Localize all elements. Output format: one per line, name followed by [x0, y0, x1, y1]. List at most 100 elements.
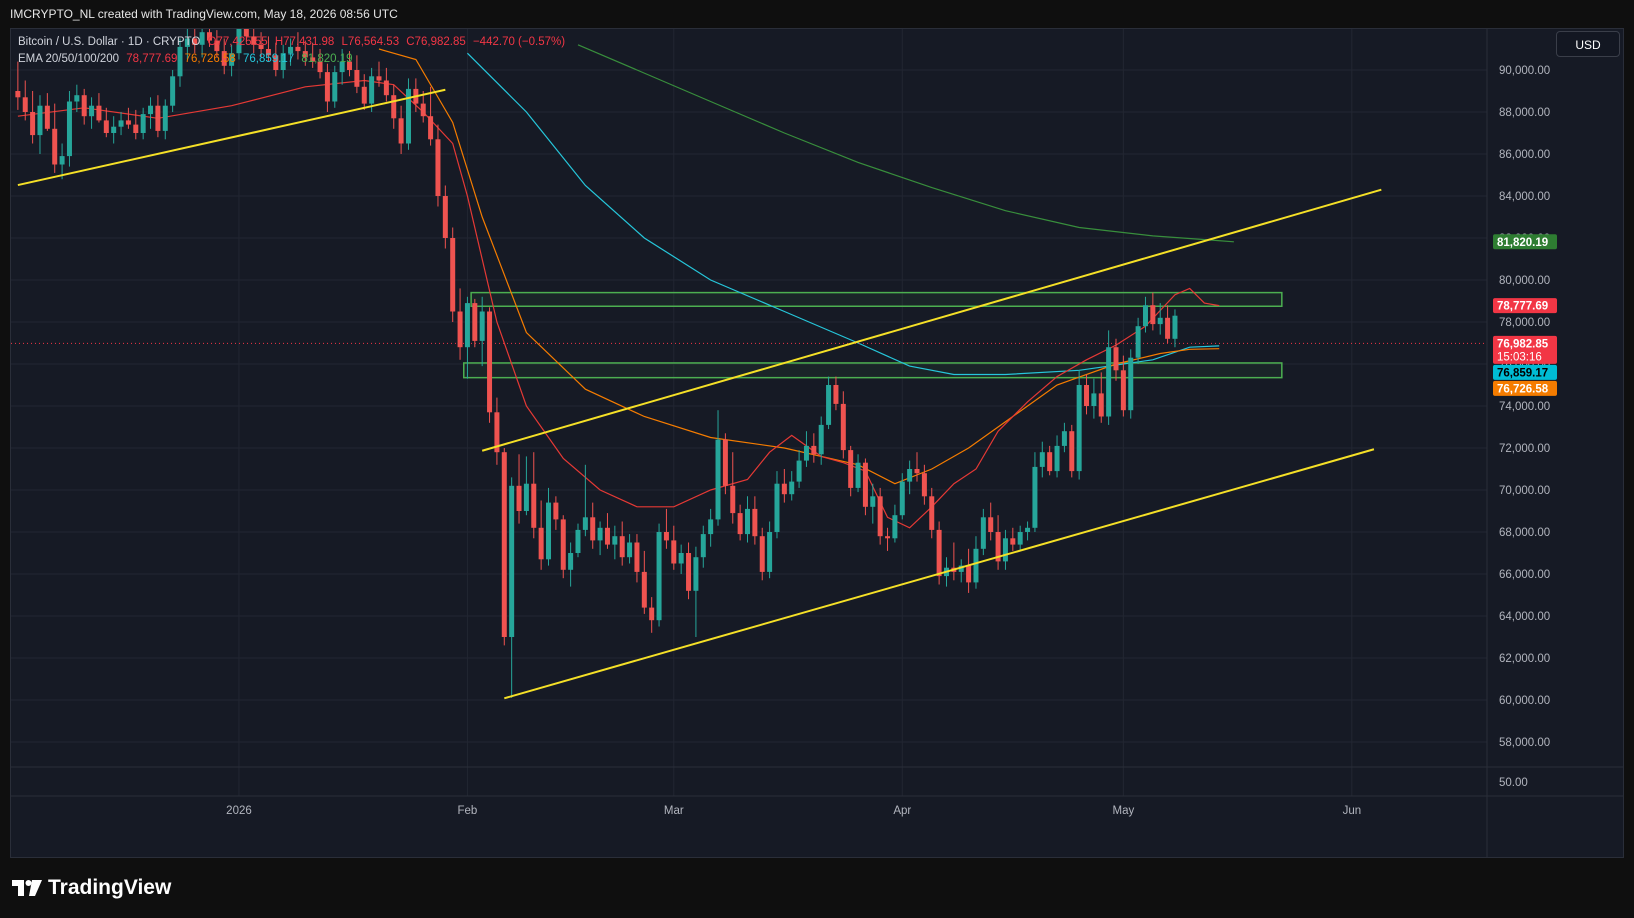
candle-body	[457, 311, 463, 348]
candle-body	[22, 97, 28, 112]
candle-body	[199, 32, 205, 45]
candle-body	[678, 553, 684, 564]
price-tick-label: 70,000.00	[1499, 485, 1550, 497]
candle-body	[885, 536, 891, 539]
price-label-text-ema200: 81,820.19	[1497, 237, 1548, 249]
candle-body	[767, 532, 773, 572]
candle-body	[995, 532, 1001, 562]
candle-body	[663, 532, 669, 541]
ema-line-2	[466, 52, 1220, 376]
price-label-text-last: 76,982.85	[1497, 338, 1549, 350]
candle-body	[1135, 326, 1141, 358]
candle-body	[980, 517, 986, 549]
candle-body	[803, 445, 809, 461]
candle-body	[892, 515, 898, 539]
candle-body	[450, 238, 456, 312]
candle-body	[855, 462, 861, 488]
time-tick-label: Apr	[893, 805, 911, 817]
candle-body	[361, 86, 367, 104]
candle-body	[332, 72, 338, 102]
candle-body	[148, 105, 154, 115]
legend-ema20: 78,777.69	[126, 53, 178, 65]
candle-body	[442, 196, 448, 238]
time-tick-label: May	[1113, 805, 1135, 817]
candle-body	[37, 105, 43, 136]
candle-body	[899, 481, 905, 516]
candle-body	[1032, 466, 1038, 528]
candle-body	[848, 450, 854, 488]
candle-body	[177, 46, 183, 77]
candle-body	[369, 76, 375, 104]
candle-body	[44, 105, 50, 129]
tradingview-brand: TradingView	[48, 876, 172, 899]
candle-body	[295, 46, 301, 52]
candle-body	[538, 527, 544, 560]
price-label-text-ema100: 76,859.17	[1497, 367, 1548, 379]
candle-body	[973, 548, 979, 583]
candle-body	[936, 529, 942, 577]
time-tick-label: Feb	[458, 805, 478, 817]
price-label-text-ema20: 78,777.69	[1497, 301, 1548, 313]
candle-body	[66, 101, 72, 157]
legend-symbol[interactable]: Bitcoin / U.S. Dollar · 1D · CRYPTO	[18, 36, 201, 48]
candle-body	[826, 385, 832, 425]
candle-body	[914, 469, 920, 474]
price-chart[interactable]: 90,000.0088,000.0086,000.0084,000.0082,0…	[11, 29, 1623, 857]
candle-body	[1142, 305, 1148, 327]
candle-body	[1025, 527, 1031, 532]
candle-body	[641, 571, 647, 608]
time-tick-label: 2026	[226, 805, 252, 817]
candle-body	[634, 542, 640, 572]
price-tick-label: 86,000.00	[1499, 149, 1550, 161]
candle-body	[170, 76, 176, 106]
price-tick-label: 66,000.00	[1499, 569, 1550, 581]
candle-body	[737, 513, 743, 535]
candle-body	[192, 38, 198, 45]
candle-body	[686, 553, 692, 591]
candle-body	[243, 29, 249, 37]
candle-body	[1017, 532, 1023, 545]
ema-line-4	[17, 79, 1220, 529]
price-label-text-ema50: 76,726.58	[1497, 383, 1549, 395]
candle-body	[162, 105, 168, 131]
candle-body	[1002, 538, 1008, 562]
candle-body	[96, 105, 102, 121]
grid-lines	[11, 29, 1487, 796]
chart-legend: Bitcoin / U.S. Dollar · 1D · CRYPTO O77,…	[18, 34, 569, 68]
candle-body	[671, 540, 677, 564]
price-label-ema50	[1493, 380, 1557, 396]
candle-body	[907, 469, 913, 482]
candle-body	[988, 517, 994, 532]
candle-body	[1076, 385, 1082, 472]
legend-ema200: 81,820.19	[301, 53, 353, 65]
currency-button[interactable]: USD	[1556, 31, 1620, 57]
candle-body	[273, 55, 279, 70]
candle-body	[1010, 538, 1016, 545]
legend-ema-label[interactable]: EMA 20/50/100/200	[18, 53, 120, 65]
candle-body	[509, 485, 515, 637]
candle-body	[30, 112, 36, 136]
ema-line-1	[577, 44, 1234, 243]
price-tick-label: 68,000.00	[1499, 527, 1550, 539]
legend-change: −442.70 (−0.57%)	[472, 36, 566, 48]
candle-body	[133, 124, 139, 133]
candle-body	[1061, 431, 1067, 446]
time-axis: 2026 Feb Mar Apr May Jun	[226, 805, 1361, 817]
candle-body	[15, 91, 21, 98]
candle-body	[81, 95, 87, 117]
candle-body	[398, 118, 404, 144]
lower-pane-tick-label: 50.00	[1499, 777, 1528, 789]
chart-frame[interactable]: 90,000.0088,000.0086,000.0084,000.0082,0…	[10, 28, 1624, 858]
candle-body	[302, 51, 308, 58]
candle-body	[103, 120, 109, 133]
candle-body	[221, 51, 227, 66]
candle-body	[125, 120, 131, 125]
chart-background	[11, 29, 1623, 857]
candle-body	[759, 536, 765, 572]
tradingview-logo[interactable]: TradingView	[12, 876, 171, 900]
candle-body	[966, 565, 972, 583]
price-tick-label: 80,000.00	[1499, 275, 1550, 287]
candle-body	[155, 105, 161, 131]
candle-body	[1150, 305, 1156, 325]
price-tick-label: 58,000.00	[1499, 737, 1550, 749]
